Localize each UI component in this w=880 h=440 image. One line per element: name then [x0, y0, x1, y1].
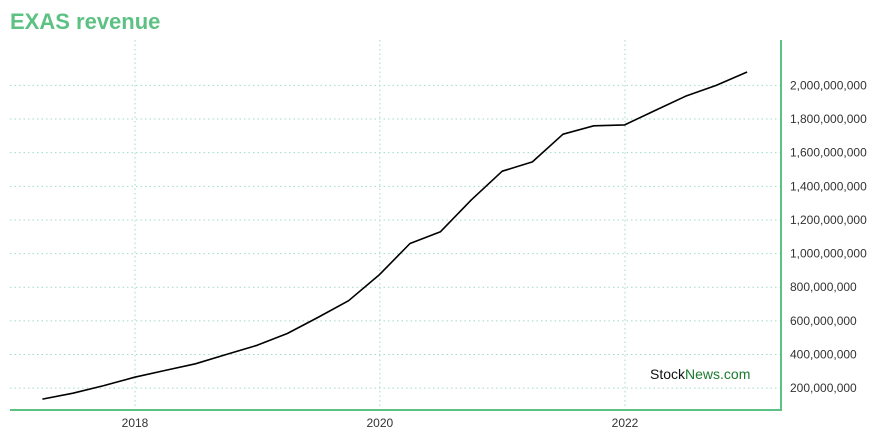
data-point-8 — [285, 331, 289, 335]
data-point-14 — [469, 198, 473, 202]
y-tick-label-7: 1,600,000,000 — [790, 146, 867, 160]
revenue-series-line — [42, 71, 748, 400]
data-point-1 — [71, 391, 75, 395]
data-points — [40, 70, 749, 401]
y-tick-label-6: 1,400,000,000 — [790, 179, 867, 193]
y-tick-label-0: 200,000,000 — [790, 381, 857, 395]
data-point-23 — [745, 70, 749, 74]
data-point-0 — [40, 397, 44, 401]
data-point-22 — [714, 83, 718, 87]
y-tick-label-5: 1,200,000,000 — [790, 213, 867, 227]
data-point-7 — [255, 343, 259, 347]
x-tick-label-2020: 2020 — [366, 416, 393, 430]
data-point-17 — [561, 132, 565, 136]
data-point-2 — [102, 384, 106, 388]
watermark-stock: Stock — [650, 366, 686, 382]
data-point-11 — [377, 273, 381, 277]
watermark-news: News — [685, 366, 720, 382]
data-point-3 — [133, 375, 137, 379]
data-point-5 — [193, 362, 197, 366]
data-point-20 — [653, 109, 657, 113]
x-tick-label-2022: 2022 — [612, 416, 639, 430]
data-point-21 — [683, 94, 687, 98]
x-tick-label-2018: 2018 — [122, 416, 149, 430]
vertical-grid — [134, 40, 626, 410]
y-tick-label-4: 1,000,000,000 — [790, 247, 867, 261]
watermark-com: .com — [720, 366, 750, 382]
y-tick-label-1: 400,000,000 — [790, 348, 857, 362]
y-tick-label-2: 600,000,000 — [790, 314, 857, 328]
data-point-16 — [530, 160, 534, 164]
data-point-13 — [439, 230, 443, 234]
data-point-19 — [623, 123, 627, 127]
y-tick-labels: 200,000,000 400,000,000 600,000,000 800,000… — [790, 78, 867, 395]
data-point-15 — [500, 169, 504, 173]
data-point-12 — [408, 242, 412, 246]
data-point-10 — [347, 299, 351, 303]
chart-title: EXAS revenue — [10, 9, 161, 34]
y-tick-label-8: 1,800,000,000 — [790, 112, 867, 126]
x-tick-labels: 2018 2020 2022 — [122, 416, 639, 430]
data-point-6 — [224, 353, 228, 357]
data-point-18 — [592, 124, 596, 128]
stocknews-watermark: StockNews.com — [650, 366, 750, 382]
y-tick-label-3: 800,000,000 — [790, 280, 857, 294]
y-tick-label-9: 2,000,000,000 — [790, 78, 867, 92]
horizontal-grid — [10, 84, 781, 389]
data-point-4 — [163, 368, 167, 372]
data-point-9 — [316, 316, 320, 320]
